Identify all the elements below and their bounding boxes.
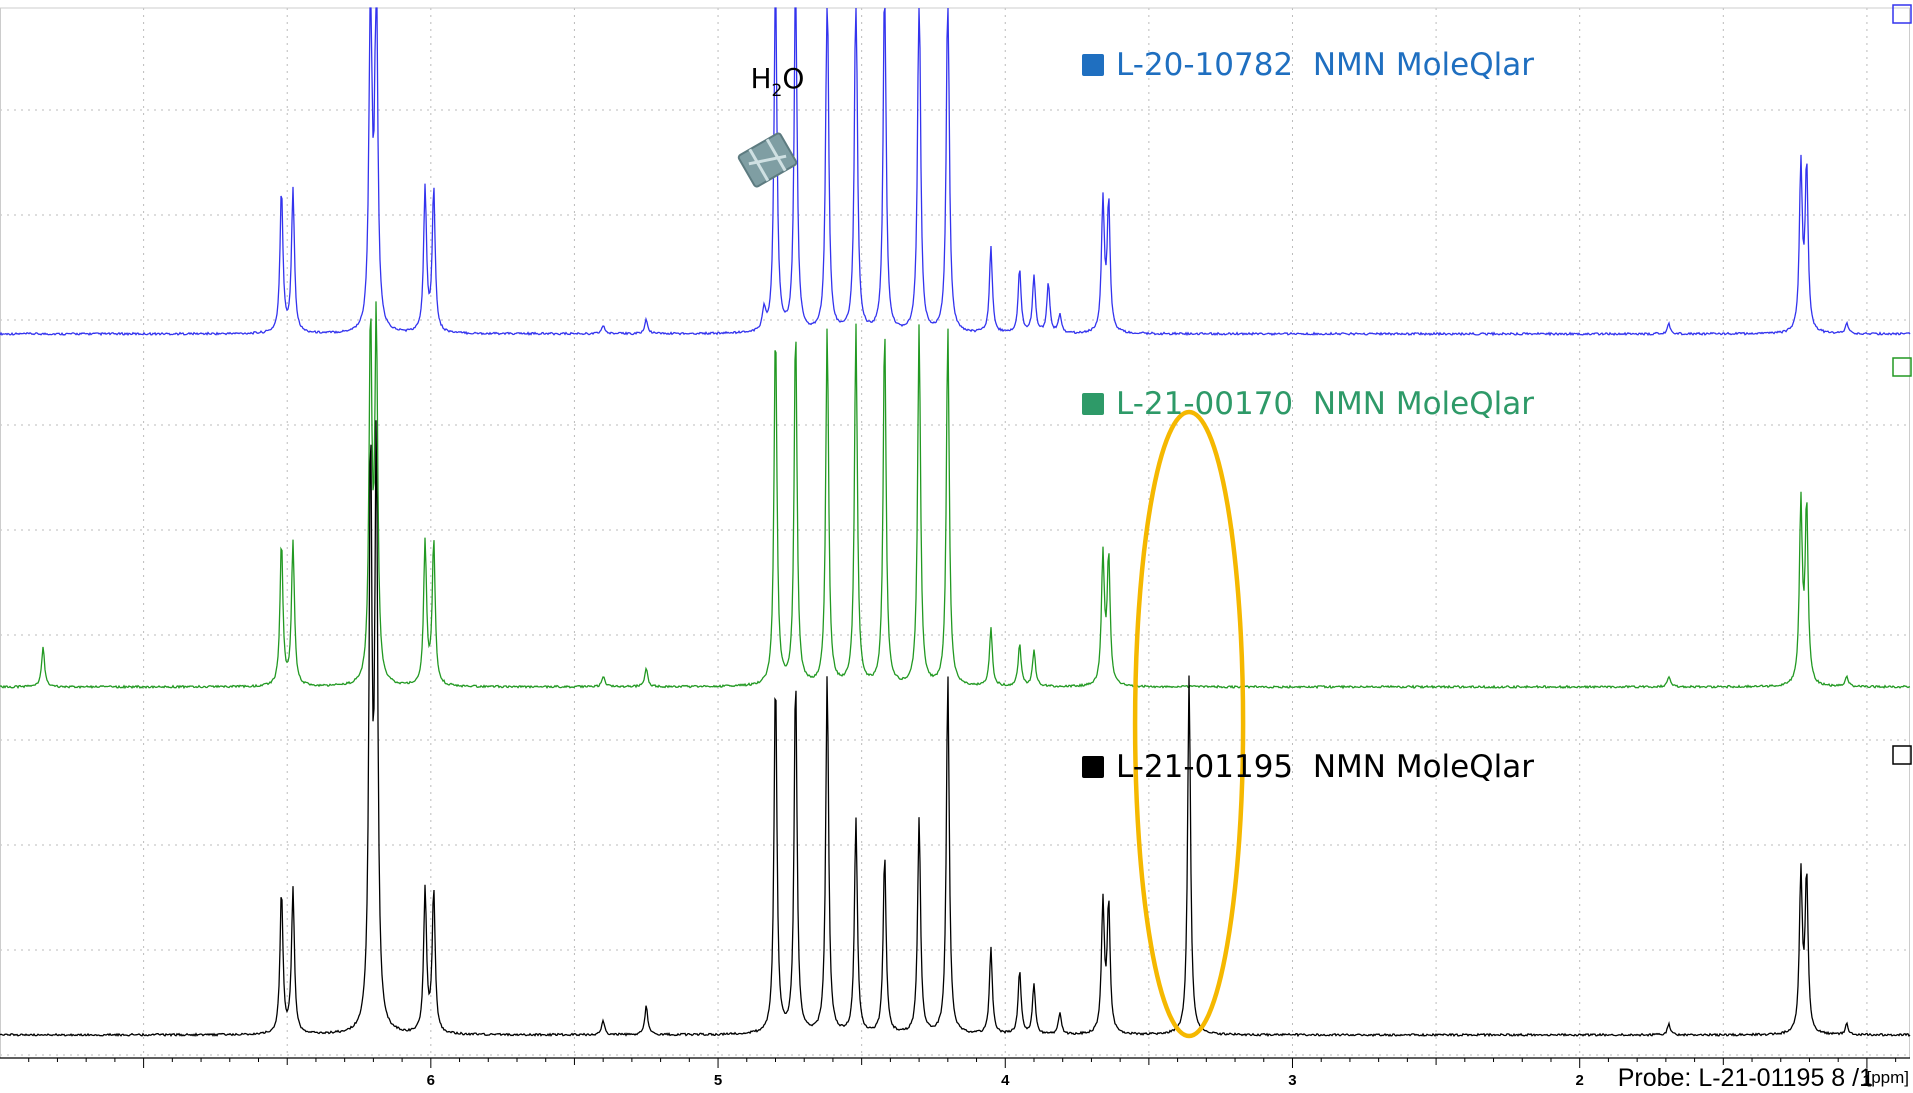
x-axis-unit-label: [ppm] [1866, 1068, 1909, 1087]
legend-entry-series-1: L-20-10782 NMN MoleQlar [1082, 47, 1534, 83]
spectrum-trace-2 [0, 301, 1911, 690]
legend-swatch [1082, 393, 1104, 415]
grid-lines [0, 7, 1910, 1059]
series-marker-2 [1892, 357, 1912, 377]
legend-swatch [1082, 54, 1104, 76]
series-marker-1 [1892, 4, 1912, 24]
x-tick-label: 4 [1001, 1072, 1010, 1089]
x-axis: 6 5 4 3 2 1 [0, 1057, 1910, 1089]
x-tick-label: 3 [1288, 1072, 1296, 1089]
legend-entry-series-2: L-21-00170 NMN MoleQlar [1082, 386, 1534, 422]
solvent-icon-mark [765, 138, 787, 172]
x-tick-label: 1 [1863, 1072, 1871, 1089]
legend-entry-series-3: L-21-01195 NMN MoleQlar [1082, 749, 1534, 785]
solvent-icon-mark [748, 148, 770, 182]
probe-footer: Probe: L-21-01195 8 /1 [1617, 1064, 1873, 1092]
legend-label: L-21-00170 NMN MoleQlar [1116, 386, 1535, 422]
x-tick-label: 2 [1576, 1072, 1584, 1089]
x-tick-label: 6 [427, 1072, 435, 1089]
h2o-suffix: O [782, 62, 804, 95]
h2o-subscript: 2 [772, 81, 783, 101]
solvent-suppression-icon [737, 132, 798, 188]
solvent-icon-mark [748, 154, 787, 166]
legend-label: L-20-10782 NMN MoleQlar [1116, 47, 1535, 83]
spectrum-traces [0, 4, 1912, 1038]
legend-swatch [1082, 756, 1104, 778]
legend-label: L-21-01195 NMN MoleQlar [1116, 749, 1535, 785]
series-marker-3 [1892, 745, 1912, 765]
spectrum-trace-3 [0, 420, 1911, 1038]
annotations: H2O [737, 62, 1246, 1039]
highlight-ellipse [1132, 409, 1246, 1039]
x-tick-label: 5 [714, 1072, 722, 1089]
spectrum-trace-1 [0, 7, 1911, 337]
